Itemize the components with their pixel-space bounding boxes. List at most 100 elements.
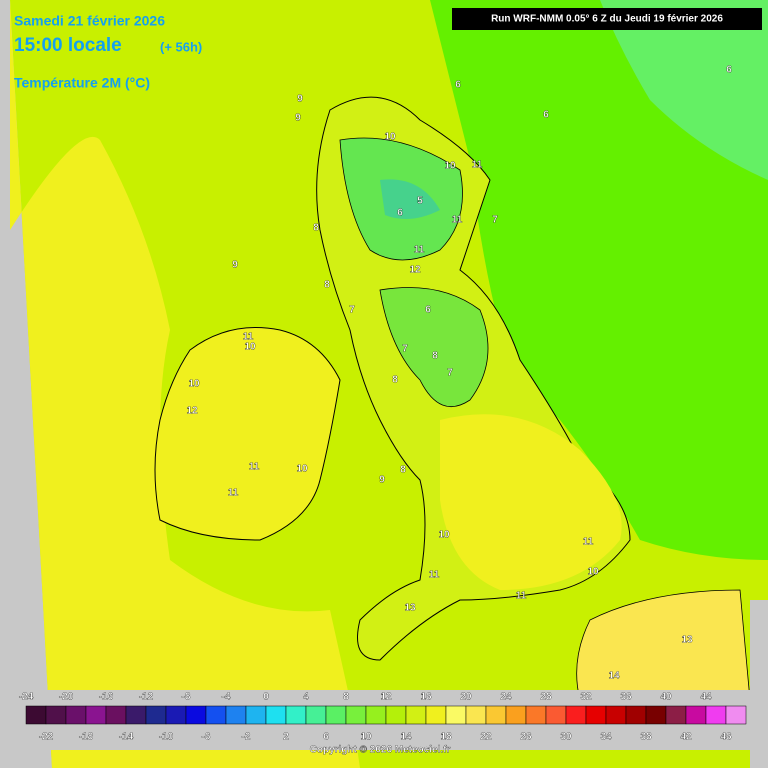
legend-label: 32: [580, 692, 592, 703]
contour-label: 10: [438, 530, 450, 541]
contour-label: 5: [417, 196, 423, 207]
legend-label: 12: [380, 692, 392, 703]
contour-label: 10: [244, 342, 256, 353]
legend-swatch: [445, 705, 467, 725]
legend-label: -8: [182, 692, 191, 703]
sea-north: [430, 0, 768, 560]
contour-label: 11: [516, 591, 527, 602]
legend-label: -20: [59, 692, 74, 703]
legend-swatch: [685, 705, 707, 725]
legend-swatch: [645, 705, 667, 725]
sea-far-north: [600, 0, 768, 180]
run-box: [452, 8, 762, 30]
legend-swatch: [705, 705, 727, 725]
legend-label: 26: [520, 732, 532, 743]
contour-label: 10: [444, 161, 456, 172]
legend-label: 4: [303, 692, 309, 703]
contour-label: 14: [608, 671, 620, 682]
legend: -24 -20 -16 -12 -8 -4 0 4 8 12 16 20 24 28 32 36 40 44-22…: [19, 691, 747, 743]
contour-label: 8: [432, 351, 438, 362]
legend-label: -10: [159, 732, 174, 743]
contour-label: 12: [186, 406, 198, 417]
sea-west: [10, 0, 360, 768]
contour-label: 13: [681, 635, 693, 646]
legend-swatch: [665, 705, 687, 725]
legend-swatch: [305, 705, 327, 725]
contour-label: 6: [455, 80, 461, 91]
contour-label: 10: [384, 132, 396, 143]
contour-label: 11: [472, 160, 483, 171]
legend-label: 20: [460, 692, 472, 703]
legend-swatch: [245, 705, 267, 725]
contour-label: 7: [492, 215, 498, 226]
legend-swatch: [585, 705, 607, 725]
legend-label: 30: [560, 732, 572, 743]
legend-swatch: [205, 705, 227, 725]
contour-label: 6: [397, 208, 403, 219]
legend-swatch: [45, 705, 67, 725]
legend-swatch: [345, 705, 367, 725]
legend-swatch: [325, 705, 347, 725]
contour-label: 11: [249, 462, 260, 473]
contour-label: 7: [447, 368, 453, 379]
contour-label: 10: [188, 379, 200, 390]
contour-label: 9: [379, 475, 385, 486]
legend-swatch: [625, 705, 647, 725]
legend-label: -16: [99, 692, 114, 703]
legend-label: 28: [540, 692, 552, 703]
legend-label: 40: [660, 692, 672, 703]
contour-label: 11: [583, 537, 594, 548]
legend-swatch: [565, 705, 587, 725]
legend-label: -2: [242, 732, 251, 743]
contour-label: 8: [313, 223, 319, 234]
legend-swatch: [265, 705, 287, 725]
legend-swatch: [165, 705, 187, 725]
legend-label: 22: [480, 732, 492, 743]
legend-swatch: [25, 705, 47, 725]
legend-swatch: [525, 705, 547, 725]
legend-label: 0: [263, 692, 269, 703]
legend-swatch: [225, 705, 247, 725]
legend-swatch: [405, 705, 427, 725]
contour-label: 6: [425, 305, 431, 316]
contour-label: 7: [402, 344, 408, 355]
legend-label: 2: [283, 732, 289, 743]
time: 15:00 locale: [14, 35, 122, 56]
contour-label: 11: [414, 245, 425, 256]
contour-label: 8: [392, 375, 398, 386]
legend-swatch: [485, 705, 507, 725]
legend-label: 38: [640, 732, 652, 743]
legend-swatch: [285, 705, 307, 725]
pennines: [379, 287, 489, 408]
legend-swatch: [545, 705, 567, 725]
legend-swatch: [65, 705, 87, 725]
legend-label: 8: [343, 692, 349, 703]
legend-label: 24: [500, 692, 512, 703]
ireland: [154, 327, 341, 541]
legend-swatch: [365, 705, 387, 725]
legend-swatch: [605, 705, 627, 725]
contour-label: 6: [726, 65, 732, 76]
legend-label: -24: [19, 692, 34, 703]
legend-label: 36: [620, 692, 632, 703]
contour-label: 7: [349, 305, 355, 316]
contour-label: 8: [324, 280, 330, 291]
legend-label: 6: [323, 732, 329, 743]
legend-swatch: [85, 705, 107, 725]
england-warm: [440, 414, 622, 590]
legend-label: -4: [222, 692, 231, 703]
contour-label: 10: [587, 567, 599, 578]
contour-label: 12: [409, 265, 421, 276]
legend-label: -14: [119, 732, 134, 743]
contour-label: 13: [404, 603, 416, 614]
legend-label: 18: [440, 732, 452, 743]
legend-label: -22: [39, 732, 54, 743]
legend-label: 16: [420, 692, 432, 703]
france-coast: [576, 589, 751, 701]
legend-swatch: [465, 705, 487, 725]
legend-label: -12: [139, 692, 154, 703]
legend-label: -6: [202, 732, 211, 743]
contour-label: 11: [228, 488, 239, 499]
